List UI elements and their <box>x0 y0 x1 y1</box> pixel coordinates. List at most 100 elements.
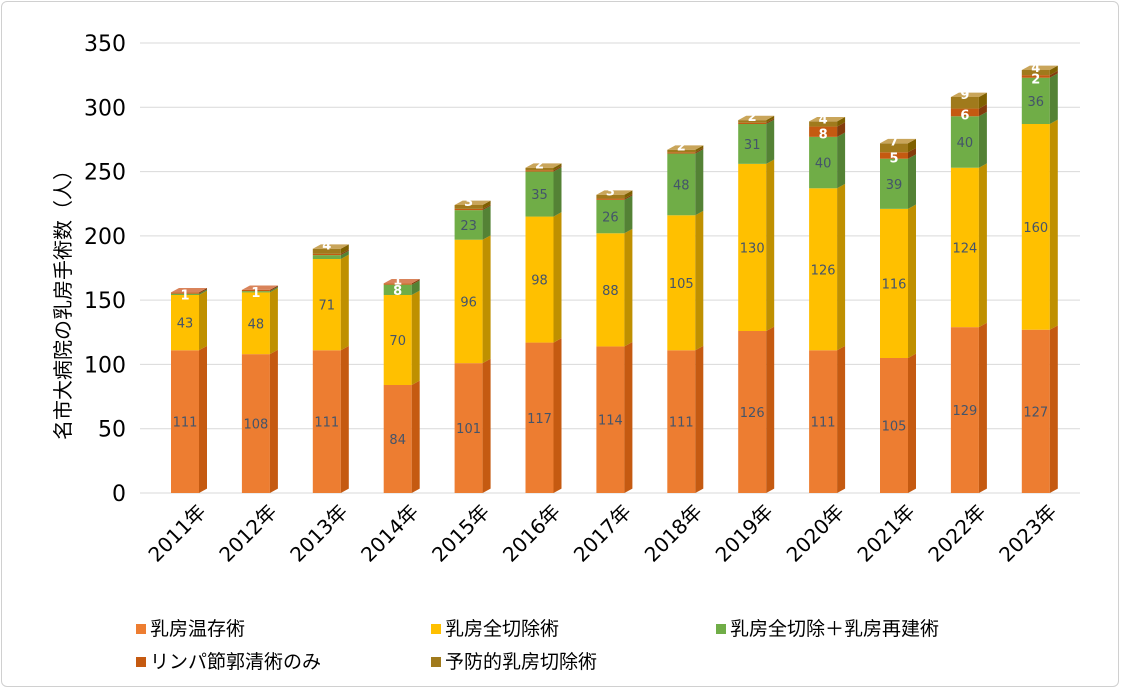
data-label: 26 <box>602 211 619 226</box>
bar-segment <box>596 233 625 347</box>
data-label: 117 <box>527 412 552 427</box>
bar-segment <box>525 167 554 171</box>
bar-segment-side <box>837 122 846 137</box>
data-label: 111 <box>669 416 694 431</box>
bar-segment <box>454 239 483 364</box>
bar-top <box>383 279 420 284</box>
x-tick-label: 2013年 <box>285 500 352 567</box>
bar-segment-side <box>695 149 704 216</box>
bar-segment <box>241 292 270 355</box>
data-label: 160 <box>1023 221 1048 236</box>
bar-segment-side <box>411 279 420 285</box>
bar-segment-side <box>553 212 562 343</box>
data-label: 6 <box>960 108 969 123</box>
bar-segment-side <box>482 358 491 493</box>
data-label: 126 <box>811 263 836 278</box>
bar-segment <box>454 205 483 209</box>
data-label: 3 <box>464 195 473 210</box>
data-label: 4 <box>819 112 828 127</box>
bar-top <box>950 92 987 97</box>
bar-segment <box>950 327 979 493</box>
bar-segment <box>312 350 341 493</box>
data-label: 1 <box>251 286 260 301</box>
data-label: 2 <box>677 140 686 155</box>
bar-segment <box>950 116 979 168</box>
data-label: 2 <box>535 158 544 173</box>
bar-segment <box>738 331 767 493</box>
bar-segment-side <box>553 167 562 217</box>
x-tick-label: 2017年 <box>569 500 636 567</box>
data-label: 70 <box>389 334 406 349</box>
bar-segment-side <box>837 345 846 493</box>
x-tick-label: 2021年 <box>852 500 919 567</box>
bar-top <box>809 117 846 122</box>
data-label: 130 <box>740 241 765 256</box>
data-label: 129 <box>952 404 977 419</box>
bar-segment-side <box>1049 119 1058 330</box>
bar-segment-side <box>978 322 987 493</box>
bar-segment <box>880 143 908 153</box>
data-label: 108 <box>243 418 268 433</box>
bar-segment-side <box>269 286 278 293</box>
bar-segment <box>1021 124 1050 330</box>
bar-segment-side <box>766 159 775 331</box>
bar-segment <box>1021 70 1050 76</box>
bar-segment-side <box>553 338 562 493</box>
bar-segment <box>454 210 483 240</box>
bar-segment-side <box>908 147 916 159</box>
bar-segment <box>809 121 838 127</box>
bar-segment <box>809 126 838 137</box>
bars <box>171 65 1058 493</box>
bar-segment <box>880 208 908 358</box>
data-label: 8 <box>819 128 828 143</box>
bar-segment-side <box>340 249 349 256</box>
x-tick-label: 2012年 <box>214 500 281 567</box>
x-tick-label: 2011年 <box>143 500 210 567</box>
bar-segment-side <box>624 195 633 234</box>
data-label: 5 <box>889 152 898 167</box>
bar-segment <box>596 346 625 493</box>
bar-segment-side <box>1049 65 1058 76</box>
bar-segment-side <box>482 235 491 364</box>
bar-segment-side <box>340 254 349 351</box>
data-label: 35 <box>531 188 548 203</box>
bar-segment <box>880 358 908 493</box>
data-label: 111 <box>173 416 198 431</box>
bar-top <box>667 145 704 150</box>
bar-top <box>454 200 491 205</box>
legend-label: 予防的乳房切除術 <box>445 651 597 673</box>
bar-segment-side <box>411 280 420 295</box>
bar-top <box>171 288 207 293</box>
x-tick-label: 2018年 <box>640 500 707 567</box>
bar-top <box>241 285 278 290</box>
bar-segment-side <box>837 117 846 127</box>
data-label: 116 <box>882 277 907 292</box>
bar-segment <box>312 248 341 254</box>
bar-segment-side <box>411 290 420 385</box>
bar-segment-side <box>908 204 916 358</box>
data-label: 71 <box>319 299 336 314</box>
bar-segment-side <box>482 200 491 209</box>
bar-segment-side <box>482 204 491 211</box>
data-label: 7 <box>889 134 898 149</box>
y-tick-label: 0 <box>112 482 126 507</box>
bar-segment-side <box>199 290 207 351</box>
bar-segment-side <box>624 194 633 200</box>
data-label: 2 <box>748 110 757 125</box>
bar-segment <box>667 153 696 216</box>
bar-segment-side <box>199 289 207 295</box>
y-tick-label: 300 <box>84 96 126 121</box>
data-label: 98 <box>531 274 548 289</box>
x-tick-label: 2020年 <box>782 500 849 567</box>
y-tick-label: 50 <box>98 418 126 443</box>
bar-segment-side <box>978 92 987 109</box>
legend-swatch <box>716 624 726 634</box>
bar-segment-side <box>553 165 562 172</box>
data-label: 48 <box>673 178 690 193</box>
bar-segment-side <box>553 163 562 171</box>
y-tick-label: 100 <box>84 353 126 378</box>
bar-segment-side <box>978 104 987 117</box>
data-label: 1 <box>180 288 189 303</box>
bar-segment-side <box>695 147 704 154</box>
